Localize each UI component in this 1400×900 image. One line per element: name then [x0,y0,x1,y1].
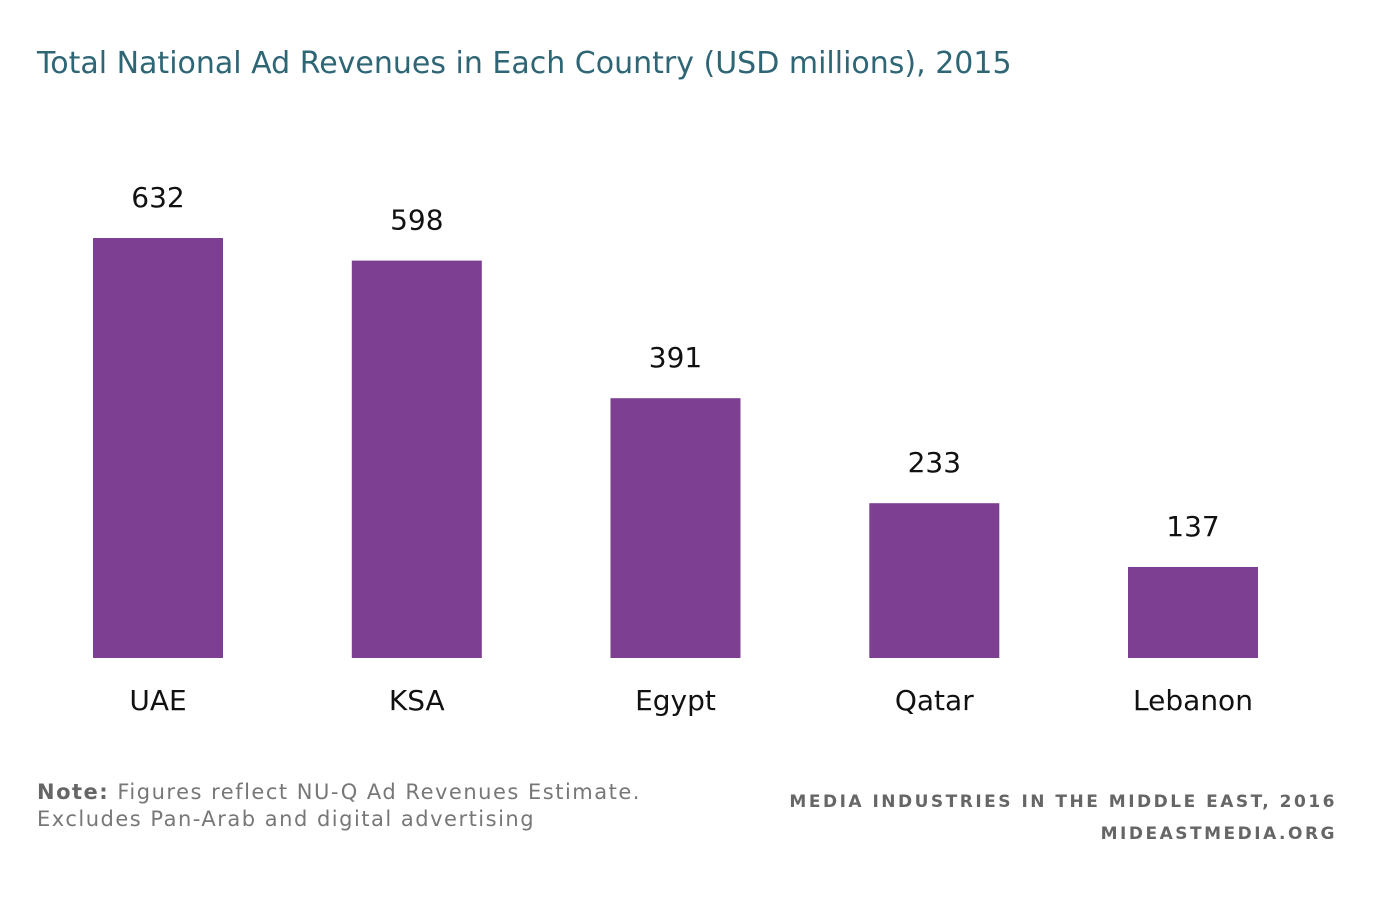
bar-egypt [610,398,741,658]
chart-title: Total National Ad Revenues in Each Count… [37,46,1012,81]
data-label-uae: 632 [131,181,184,214]
chart-note: Note: Figures reflect NU-Q Ad Revenues E… [37,779,641,833]
data-label-qatar: 233 [908,446,961,479]
bar-ksa [351,260,482,658]
note-line-1: Figures reflect NU-Q Ad Revenues Estimat… [117,780,641,804]
bar-qatar [869,503,1000,658]
category-label-ksa: KSA [389,684,445,717]
bar-uae [93,238,223,658]
category-label-uae: UAE [129,684,186,717]
note-label: Note: [37,780,110,804]
footer-credits: MEDIA INDUSTRIES IN THE MIDDLE EAST, 201… [789,786,1337,850]
bar-lebanon [1128,567,1258,658]
data-label-lebanon: 137 [1166,510,1219,543]
data-label-ksa: 598 [390,204,443,237]
data-label-egypt: 391 [649,341,702,374]
category-label-egypt: Egypt [635,684,716,717]
footer-publication: MEDIA INDUSTRIES IN THE MIDDLE EAST, 201… [789,792,1337,812]
category-label-lebanon: Lebanon [1133,684,1253,717]
note-line-2: Excludes Pan-Arab and digital advertisin… [37,807,536,831]
category-label-qatar: Qatar [895,684,974,717]
footer-website[interactable]: MIDEASTMEDIA.ORG [1100,824,1337,844]
